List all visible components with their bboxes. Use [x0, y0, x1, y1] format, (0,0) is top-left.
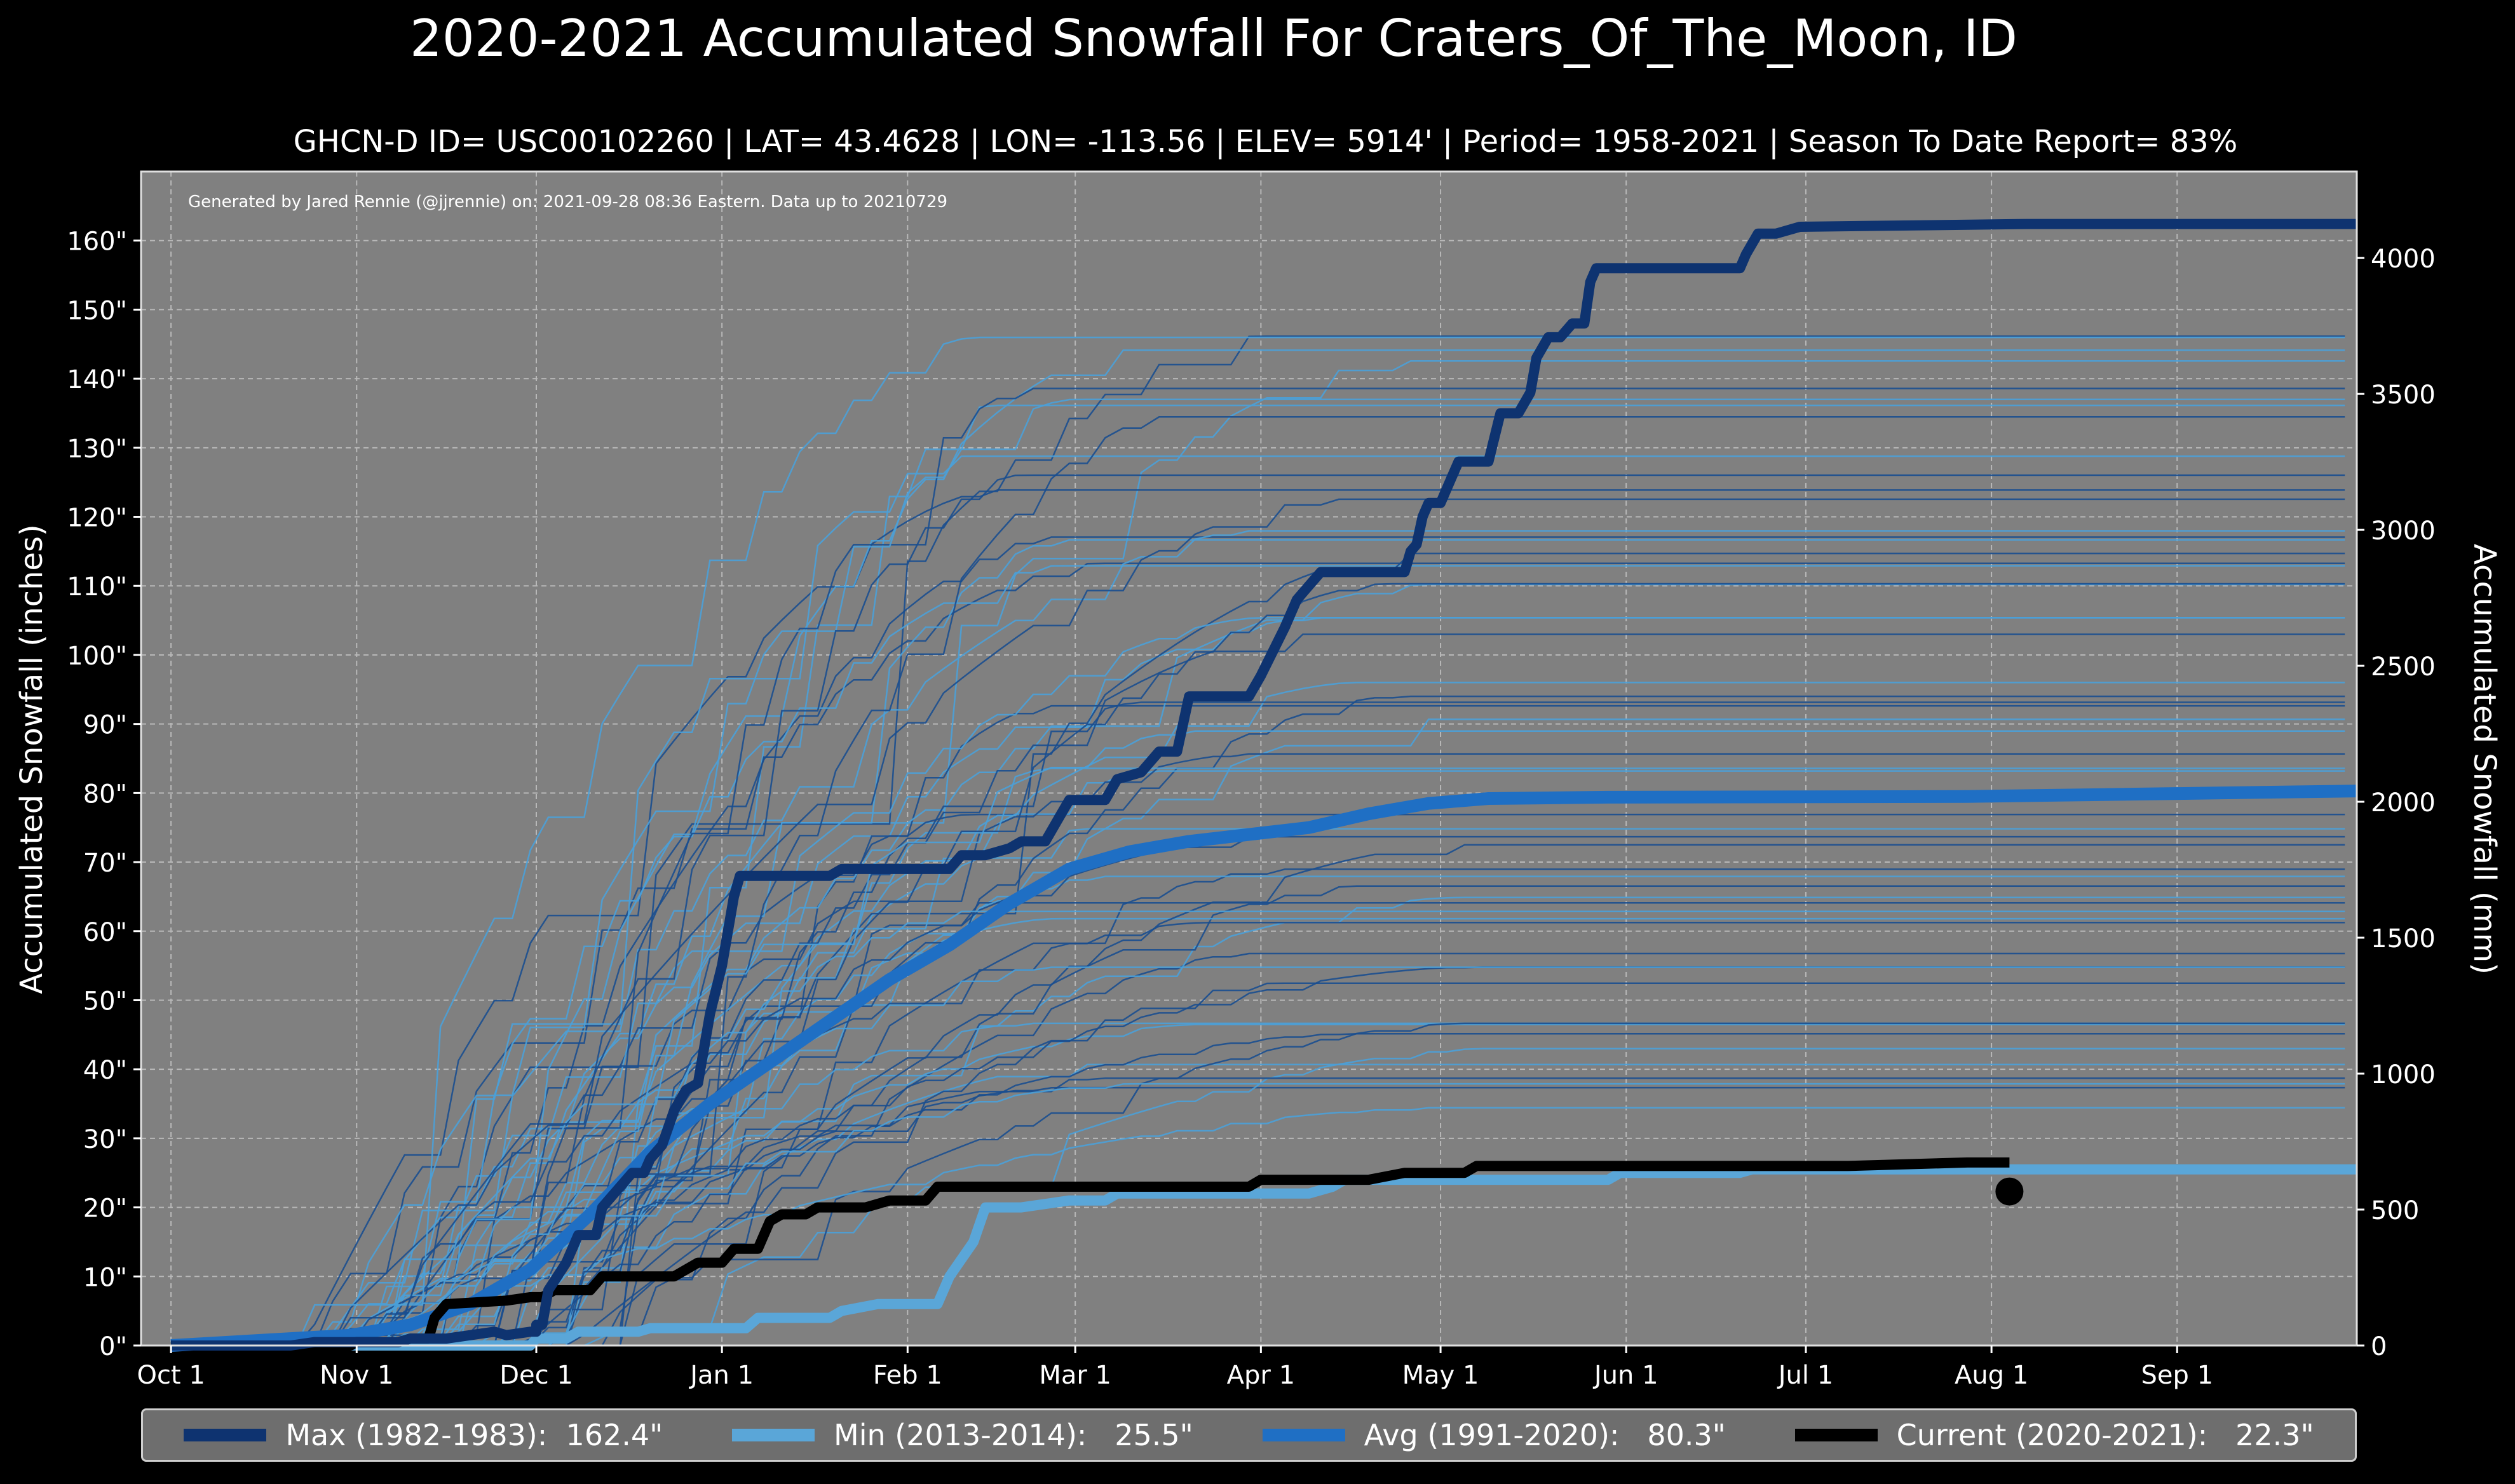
- plot-frame: [140, 170, 2358, 1347]
- grid-lines: [141, 172, 2357, 1346]
- history-season-line: [171, 530, 2345, 1347]
- x-tick-label: May 1: [1402, 1361, 1479, 1390]
- history-season-line: [171, 1023, 2345, 1347]
- x-tick-label: Feb 1: [873, 1361, 942, 1390]
- y-tick-label: 110": [67, 572, 127, 602]
- x-tick-label: Sep 1: [2141, 1361, 2213, 1390]
- legend-item-current: Current (2020-2021): 22.3": [1794, 1418, 2314, 1452]
- history-season-line: [171, 562, 2345, 1347]
- history-season-line: [171, 753, 2345, 1347]
- legend-label-avg: Avg (1991-2020): 80.3": [1364, 1418, 1726, 1452]
- x-tick-label: Dec 1: [499, 1361, 573, 1390]
- y-tick-label-right: 4000: [2371, 245, 2436, 274]
- history-season-line: [171, 565, 2345, 1347]
- history-season-line: [171, 966, 2345, 1347]
- chart-title: 2020-2021 Accumulated Snowfall For Crate…: [409, 9, 2018, 68]
- y-tick-label-right: 3500: [2371, 381, 2436, 410]
- series-line-current: [171, 1157, 2010, 1351]
- y-tick-label-right: 3000: [2371, 516, 2436, 546]
- legend-item-max: Max (1982-1983): 162.4": [184, 1418, 663, 1452]
- legend-label-current: Current (2020-2021): 22.3": [1896, 1418, 2314, 1452]
- y-tick-label: 30": [83, 1125, 127, 1154]
- y-tick-label: 160": [67, 227, 127, 257]
- legend-swatch-min: [732, 1429, 815, 1441]
- history-season-line: [171, 917, 2345, 1347]
- current-endpoint-marker: [1995, 1177, 2024, 1206]
- y-tick-label-right: 1500: [2371, 924, 2436, 954]
- y-tick-label-right: 500: [2371, 1196, 2419, 1225]
- history-season-line: [171, 910, 2345, 1347]
- history-season-line: [171, 336, 2345, 1347]
- legend-item-avg: Avg (1991-2020): 80.3": [1262, 1418, 1726, 1452]
- y-tick-label-right: 0: [2371, 1332, 2387, 1361]
- history-season-line: [171, 617, 2345, 1347]
- history-season-line: [171, 455, 2345, 1347]
- y-tick-label-right: 2500: [2371, 652, 2436, 682]
- y-tick-label: 100": [67, 642, 127, 671]
- y-tick-label: 50": [83, 987, 127, 1016]
- x-tick-label: Jun 1: [1592, 1361, 1658, 1390]
- y-tick-label-right: 2000: [2371, 788, 2436, 818]
- x-tick-label: Nov 1: [320, 1361, 393, 1390]
- y-tick-label: 40": [83, 1056, 127, 1085]
- y-tick-label: 90": [83, 711, 127, 740]
- legend-label-max: Max (1982-1983): 162.4": [285, 1418, 663, 1452]
- history-season-line: [171, 335, 2345, 1347]
- legend: Max (1982-1983): 162.4" Min (2013-2014):…: [141, 1408, 2357, 1462]
- x-tick-label: Mar 1: [1039, 1361, 1111, 1390]
- legend-label-min: Min (2013-2014): 25.5": [834, 1418, 1193, 1452]
- y-tick-label: 120": [67, 504, 127, 533]
- series-line-avg: [170, 785, 2357, 1352]
- y-tick-label: 130": [67, 435, 127, 464]
- history-season-line: [171, 633, 2345, 1347]
- x-tick-label: Jul 1: [1777, 1361, 1833, 1390]
- history-season-line: [171, 536, 2345, 1347]
- y-axis-label-right: Accumulated Snowfall (mm): [2467, 544, 2502, 975]
- y-axis-left: 0" 10" 20" 30" 40" 50" 60" 70" 80" 90" 100" 110" 120…: [67, 227, 141, 1361]
- history-season-line: [171, 360, 2345, 1347]
- y-tick-label: 70": [83, 849, 127, 878]
- y-axis-label: Accumulated Snowfall (inches): [14, 524, 50, 994]
- legend-swatch-current: [1794, 1429, 1878, 1441]
- y-tick-label-right: 1000: [2371, 1060, 2436, 1089]
- x-tick-label: Aug 1: [1955, 1361, 2028, 1390]
- chart-subtitle: GHCN-D ID= USC00102260 | LAT= 43.4628 | …: [293, 124, 2238, 159]
- legend-item-min: Min (2013-2014): 25.5": [732, 1418, 1193, 1452]
- history-season-line: [171, 770, 2345, 1347]
- history-season-line: [171, 489, 2345, 1347]
- history-season-line: [171, 498, 2345, 1347]
- series-line-min: [171, 1164, 2357, 1351]
- x-tick-label: Apr 1: [1227, 1361, 1295, 1390]
- history-season-line: [171, 474, 2345, 1347]
- y-tick-label: 150": [67, 296, 127, 325]
- history-season-line: [171, 1032, 2345, 1347]
- history-season-line: [171, 682, 2345, 1347]
- y-tick-label: 140": [67, 365, 127, 395]
- series-lines: [170, 219, 2357, 1352]
- y-tick-label: 20": [83, 1194, 127, 1224]
- history-season-line: [171, 398, 2345, 1347]
- history-season-line: [171, 1107, 2345, 1347]
- legend-swatch-max: [184, 1429, 267, 1441]
- y-tick-label: 0": [99, 1332, 127, 1361]
- y-axis-right: 0 500 1000 1500 2000 2500 3000 3500 4000: [2357, 245, 2436, 1361]
- legend-swatch-avg: [1262, 1429, 1345, 1441]
- history-season-line: [171, 813, 2345, 1347]
- y-tick-label: 80": [83, 779, 127, 809]
- series-line-max: [171, 219, 2357, 1351]
- y-tick-label: 60": [83, 918, 127, 947]
- credit-note: Generated by Jared Rennie (@jjrennie) on…: [188, 192, 947, 212]
- history-season-line: [171, 730, 2345, 1347]
- x-tick-label: Jan 1: [688, 1361, 754, 1390]
- history-season-line: [171, 896, 2345, 1347]
- x-tick-label: Oct 1: [137, 1361, 205, 1390]
- x-axis: Oct 1 Nov 1 Dec 1 Jan 1 Feb 1 Mar 1 Apr 1 May 1…: [137, 1346, 2213, 1390]
- y-tick-label: 10": [83, 1263, 127, 1292]
